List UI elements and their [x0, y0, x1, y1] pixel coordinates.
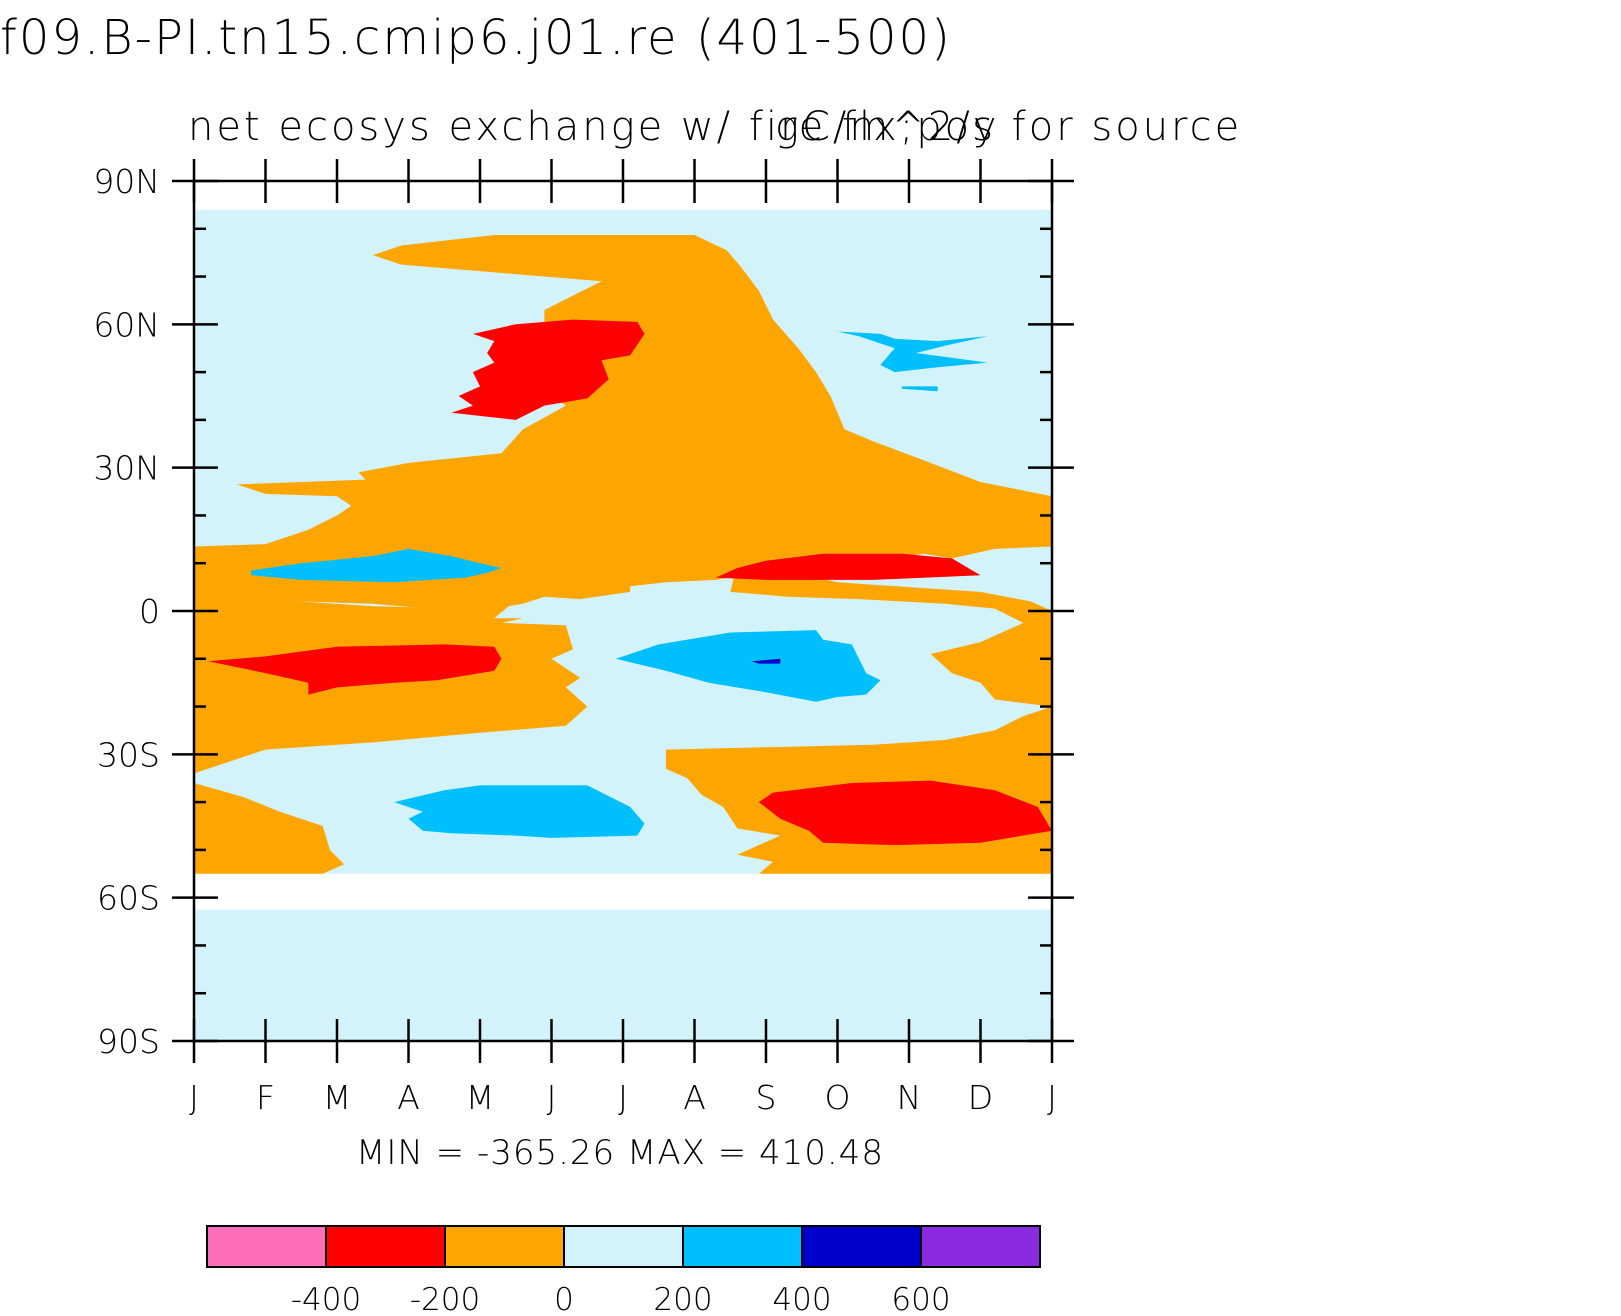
x-tick-label: D: [968, 1078, 993, 1117]
contour-region-sink-dark: [751, 658, 781, 664]
plot-title: f09.B-PI.tn15.cmip6.j01.re (401-500): [0, 10, 952, 66]
colorbar-label: 600: [891, 1282, 950, 1316]
contour-region-strong-source-sw: [208, 644, 502, 695]
contour-region-sink-tropic-n: [251, 548, 502, 583]
x-tick-label: S: [756, 1078, 777, 1117]
x-tick-label: N: [897, 1078, 922, 1117]
min-max-label: MIN = -365.26 MAX = 410.48: [356, 1133, 884, 1173]
colorbar-swatch: [325, 1225, 446, 1268]
contour-region-source-east-band: [730, 563, 1052, 707]
colorbar-label: 200: [653, 1282, 712, 1316]
x-tick-label: F: [256, 1078, 275, 1117]
colorbar: -400 -200 0 200 400 600: [206, 1225, 1041, 1316]
x-tick-label: O: [825, 1078, 851, 1117]
contour-region-source-nh: [194, 235, 1052, 619]
contour-region-background-south: [194, 909, 1052, 1041]
contour-region-sink-ne-small: [901, 386, 938, 392]
y-tick-label: 30S: [97, 735, 160, 774]
x-tick-label: J: [618, 1078, 628, 1117]
contour-region-strong-source-se: [758, 780, 1052, 846]
colorbar-swatch: [801, 1225, 922, 1268]
contour-region-sink-tropic-s: [615, 630, 881, 702]
x-tick-label: A: [683, 1078, 706, 1117]
colorbar-swatch: [682, 1225, 803, 1268]
colorbar-swatch: [206, 1225, 327, 1268]
colorbar-label: 0: [554, 1282, 574, 1316]
x-tick-label: J: [189, 1078, 199, 1117]
colorbar-label: -400: [291, 1282, 361, 1316]
x-tick-label: J: [547, 1078, 557, 1117]
contour-region-strong-source-ne: [715, 553, 981, 580]
y-tick-label: 60S: [97, 879, 160, 918]
x-tick-label: M: [466, 1078, 494, 1117]
y-tick-label: 90N: [93, 162, 160, 201]
contour-region-sink-sh: [394, 785, 645, 838]
contour-regions: [194, 209, 1052, 1041]
x-tick-label: J: [1047, 1078, 1057, 1117]
units-label: gC/m^2/y: [775, 104, 1000, 150]
contour-region-strong-source-nh: [451, 319, 645, 420]
y-tick-label: 90S: [97, 1022, 160, 1061]
plot-subtitle: net ecosys exchange w/ fire flx;pos for …: [188, 104, 1242, 150]
colorbar-swatch: [444, 1225, 565, 1268]
y-tick-label: 30N: [93, 449, 160, 488]
colorbar-swatch: [920, 1225, 1041, 1268]
y-tick-label: 0: [139, 592, 160, 631]
colorbar-label: 400: [772, 1282, 831, 1316]
contour-region-sink-ne: [837, 331, 988, 373]
colorbar-label: -200: [410, 1282, 480, 1316]
x-tick-label: M: [323, 1078, 351, 1117]
y-tick-label: 60N: [93, 305, 160, 344]
y-axis: 90N 60N 30N 0 30S 60S 90S: [93, 162, 1074, 1061]
x-tick-label: A: [397, 1078, 420, 1117]
colorbar-swatch: [563, 1225, 684, 1268]
